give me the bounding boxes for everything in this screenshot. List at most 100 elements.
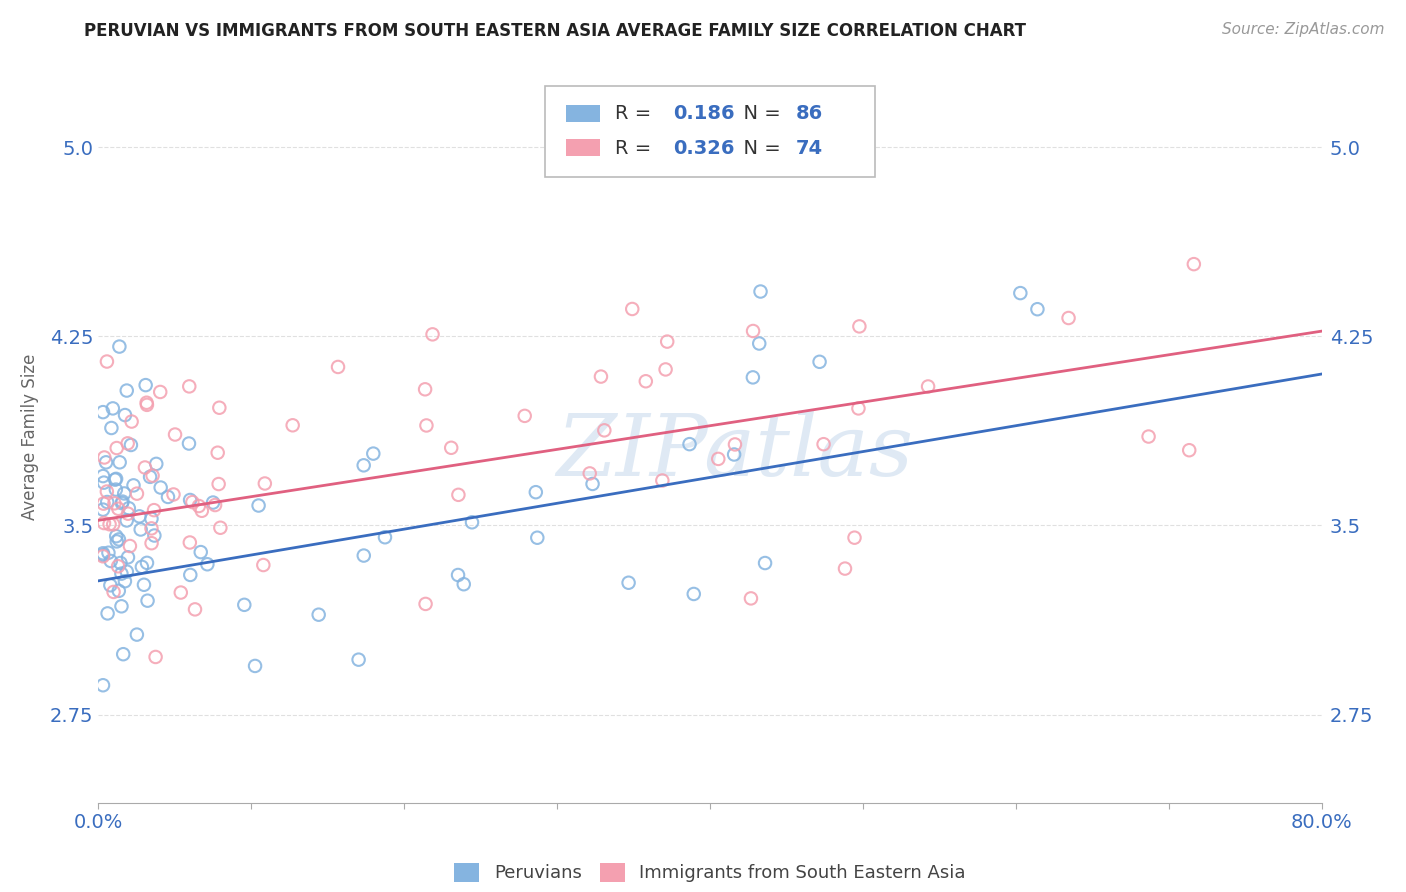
Point xyxy=(209,521,232,535)
Point xyxy=(202,495,225,509)
Point xyxy=(844,531,866,545)
Point xyxy=(440,441,463,455)
Point xyxy=(107,583,129,598)
Point xyxy=(112,647,135,661)
Point xyxy=(1010,286,1032,301)
Point xyxy=(682,587,704,601)
Point xyxy=(96,495,118,509)
Point xyxy=(415,597,437,611)
Point xyxy=(179,535,201,549)
Point xyxy=(170,585,193,599)
Point xyxy=(162,487,184,501)
Text: 74: 74 xyxy=(796,138,823,158)
Point xyxy=(98,578,121,592)
Point xyxy=(723,448,745,462)
Point xyxy=(1137,429,1160,443)
Point xyxy=(524,485,547,500)
Point xyxy=(103,496,125,510)
Point xyxy=(91,502,114,516)
Point xyxy=(91,678,114,692)
Point xyxy=(156,490,179,504)
Point xyxy=(422,327,444,342)
Point xyxy=(141,521,163,535)
Point xyxy=(125,627,148,641)
Point xyxy=(654,362,676,376)
Point xyxy=(848,401,870,416)
Point xyxy=(834,561,856,575)
Point xyxy=(413,382,436,396)
Point xyxy=(135,378,157,392)
Point xyxy=(179,379,201,393)
Point xyxy=(105,441,128,455)
Point xyxy=(139,470,162,484)
Point xyxy=(91,546,114,560)
Point xyxy=(96,354,118,368)
Point xyxy=(142,468,165,483)
Point xyxy=(163,427,186,442)
Point xyxy=(110,599,132,614)
Point xyxy=(917,379,939,393)
Text: PERUVIAN VS IMMIGRANTS FROM SOUTH EASTERN ASIA AVERAGE FAMILY SIZE CORRELATION C: PERUVIAN VS IMMIGRANTS FROM SOUTH EASTER… xyxy=(84,22,1026,40)
Point xyxy=(187,499,209,513)
Point xyxy=(593,423,616,437)
Point xyxy=(247,499,270,513)
Point xyxy=(208,477,231,491)
Point xyxy=(93,516,115,530)
Point xyxy=(143,503,166,517)
Point xyxy=(678,437,700,451)
Point xyxy=(114,574,136,589)
Point xyxy=(120,438,142,452)
Point xyxy=(190,545,212,559)
Point xyxy=(447,488,470,502)
FancyBboxPatch shape xyxy=(565,104,600,122)
Point xyxy=(353,549,375,563)
Point xyxy=(651,474,673,488)
Point xyxy=(108,533,131,547)
Point xyxy=(105,534,128,549)
Point xyxy=(1026,302,1049,317)
Point xyxy=(1178,443,1201,458)
Point xyxy=(233,598,256,612)
Point xyxy=(91,549,114,564)
Point xyxy=(117,550,139,565)
Point xyxy=(98,517,121,532)
Point xyxy=(97,607,120,621)
Point xyxy=(461,516,484,530)
Text: 0.326: 0.326 xyxy=(673,138,735,158)
Point xyxy=(748,336,770,351)
Point xyxy=(808,355,831,369)
Point xyxy=(115,565,138,579)
Point xyxy=(195,558,218,572)
Point xyxy=(578,467,600,481)
Point xyxy=(136,593,159,607)
Point xyxy=(141,536,163,550)
Point xyxy=(129,523,152,537)
Point xyxy=(105,529,128,543)
Point xyxy=(581,477,603,491)
Point xyxy=(110,566,132,581)
Point xyxy=(326,359,349,374)
Point xyxy=(101,401,124,416)
Point xyxy=(204,498,226,512)
Point xyxy=(122,478,145,492)
Point xyxy=(103,517,125,532)
Point xyxy=(363,447,385,461)
Point xyxy=(118,539,141,553)
Point xyxy=(93,475,115,490)
Point xyxy=(754,556,776,570)
Point xyxy=(184,602,207,616)
Point xyxy=(526,531,548,545)
Point xyxy=(115,384,138,398)
Point xyxy=(724,437,747,451)
Point xyxy=(634,374,657,388)
Point xyxy=(1057,311,1080,326)
Point xyxy=(104,483,127,497)
Point xyxy=(111,496,134,510)
Point xyxy=(589,369,612,384)
Point xyxy=(1182,257,1205,271)
Y-axis label: Average Family Size: Average Family Size xyxy=(21,354,39,520)
Text: ZIPatlas: ZIPatlas xyxy=(555,410,912,493)
Point xyxy=(453,577,475,591)
Point xyxy=(621,301,644,316)
Point xyxy=(110,556,132,570)
